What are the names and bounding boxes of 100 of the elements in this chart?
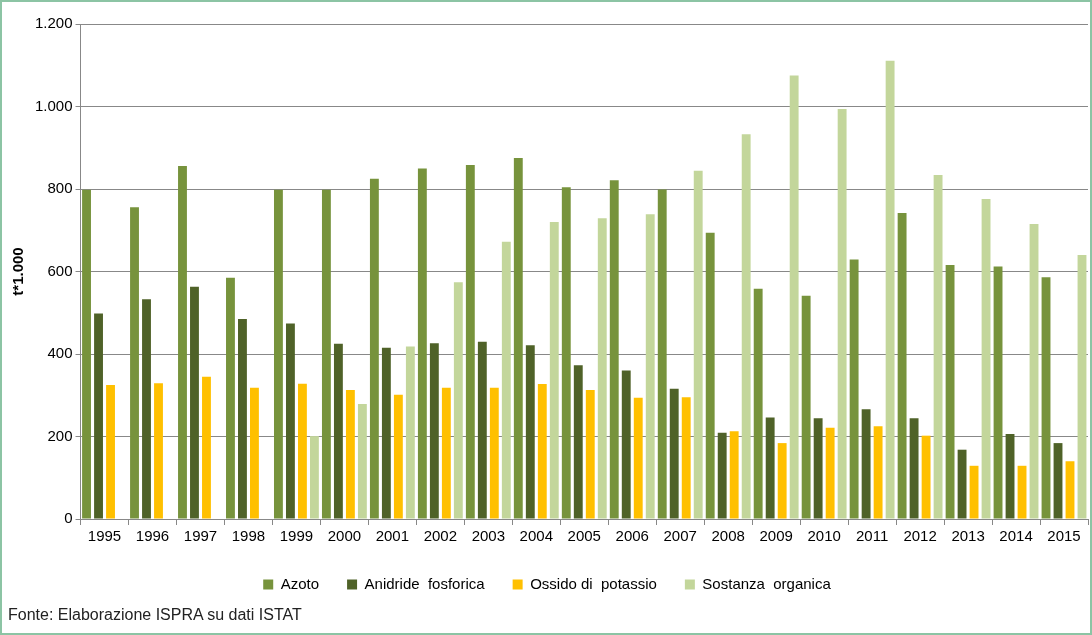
bar — [633, 397, 643, 519]
bar — [813, 418, 823, 519]
bar — [501, 241, 511, 519]
bar — [297, 383, 307, 519]
bar — [777, 443, 787, 519]
bar — [381, 347, 391, 519]
bar — [801, 295, 811, 519]
bar — [1053, 443, 1063, 519]
x-tick-label: 2012 — [903, 527, 937, 545]
y-axis-title: t*1.000 — [9, 247, 27, 296]
bar — [250, 387, 259, 519]
legend-label: Anidride fosforica — [364, 574, 486, 592]
bar — [178, 165, 187, 519]
bar — [789, 75, 799, 519]
bar — [1077, 255, 1087, 519]
bar — [345, 389, 355, 519]
bar — [621, 370, 631, 519]
bar — [190, 286, 199, 519]
bar — [226, 277, 235, 519]
y-tick-label: 600 — [47, 261, 73, 279]
x-tick-label: 2000 — [327, 527, 362, 545]
legend-label: Ossido di potassio — [530, 574, 657, 592]
bar — [549, 222, 559, 519]
bar — [609, 180, 619, 519]
bar — [238, 318, 247, 519]
bar — [405, 346, 415, 519]
y-tick-label: 1.200 — [34, 14, 73, 32]
bar — [513, 158, 523, 519]
bar — [309, 436, 319, 519]
bar — [477, 341, 487, 519]
bar — [393, 394, 403, 519]
bar — [897, 212, 907, 519]
x-tick-label: 2003 — [471, 527, 506, 545]
bar — [957, 449, 967, 519]
bar — [729, 431, 739, 519]
x-tick-label: 2014 — [999, 527, 1033, 545]
bar — [202, 376, 211, 519]
bar — [1041, 277, 1051, 519]
bar — [837, 108, 847, 519]
x-tick-label: 1995 — [87, 527, 122, 545]
bar — [333, 343, 343, 519]
bar — [94, 313, 103, 519]
bar — [753, 288, 763, 519]
x-tick-label: 2008 — [711, 527, 745, 545]
bar — [597, 218, 607, 519]
y-tick-label: 800 — [47, 179, 73, 197]
bar — [945, 264, 955, 519]
x-tick-label: 2004 — [519, 527, 553, 545]
bar — [417, 168, 427, 519]
bar — [861, 409, 871, 519]
bar — [657, 189, 667, 519]
x-tick-label: 1997 — [183, 527, 218, 545]
bar — [981, 198, 991, 519]
bar — [106, 384, 115, 519]
x-tick-label: 2006 — [615, 527, 649, 545]
bar — [873, 426, 883, 519]
x-tick-label: 2013 — [951, 527, 985, 545]
bar — [573, 365, 583, 519]
x-tick-label: 1996 — [135, 527, 170, 545]
bar — [645, 214, 655, 519]
bar — [285, 323, 295, 519]
x-tick-label: 2015 — [1047, 527, 1081, 545]
y-tick-label: 1.000 — [34, 96, 73, 114]
bar — [921, 435, 931, 519]
bar — [429, 343, 439, 519]
x-tick-label: 2011 — [855, 527, 889, 545]
bar — [909, 418, 919, 519]
bar — [441, 387, 451, 519]
bar — [681, 397, 691, 519]
bar — [885, 60, 895, 519]
x-tick-label: 2005 — [567, 527, 601, 545]
bar — [453, 282, 463, 519]
bar — [465, 165, 475, 519]
bar — [321, 189, 331, 519]
bar — [1065, 461, 1075, 519]
bar — [693, 170, 703, 519]
bar — [525, 345, 535, 519]
bar — [825, 427, 835, 519]
bar — [669, 388, 679, 519]
bar — [1017, 465, 1027, 519]
bar — [357, 403, 367, 519]
bar — [489, 387, 499, 519]
legend-label: Azoto — [280, 574, 320, 592]
y-tick-label: 0 — [64, 509, 73, 527]
x-tick-label: 1999 — [279, 527, 314, 545]
x-tick-label: 2002 — [423, 527, 458, 545]
bar — [537, 384, 547, 519]
bar — [993, 266, 1003, 519]
bar — [741, 134, 751, 519]
bar — [82, 189, 91, 519]
bar — [717, 432, 727, 519]
bar — [705, 232, 715, 519]
x-tick-label: 2009 — [759, 527, 793, 545]
bar — [765, 417, 775, 519]
x-tick-label: 1998 — [231, 527, 266, 545]
bar — [154, 383, 163, 519]
x-tick-label: 2007 — [663, 527, 697, 545]
x-tick-label: 2010 — [807, 527, 841, 545]
bar — [933, 174, 943, 519]
bar — [1029, 224, 1039, 519]
